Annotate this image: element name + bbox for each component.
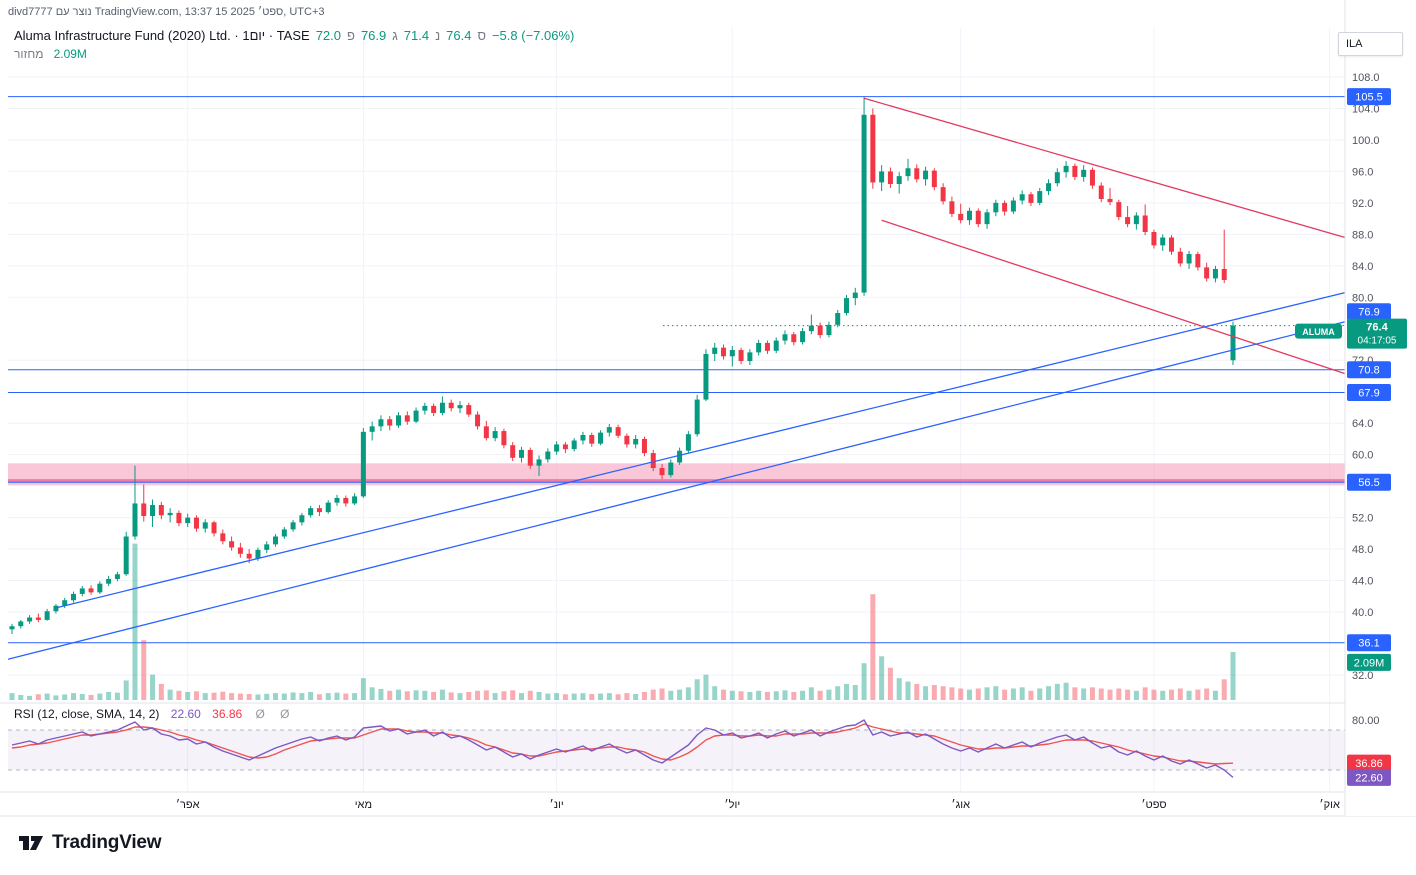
tradingview-logo-icon (19, 836, 43, 850)
volume-label: מחזור (14, 47, 44, 61)
zones-layer (8, 96, 1345, 644)
rsi-value-red: 36.86 (212, 707, 243, 721)
svg-text:80.0: 80.0 (1352, 292, 1373, 304)
candles-layer (9, 96, 1236, 635)
rsi-marker-icons[interactable]: Ø Ø (255, 707, 296, 721)
tradingview-logo[interactable]: TradingView (18, 832, 162, 854)
svg-text:80.00: 80.00 (1352, 715, 1380, 727)
svg-text:60.0: 60.0 (1352, 450, 1373, 462)
svg-text:יונ׳: יונ׳ (550, 798, 564, 811)
time-axis[interactable]: אפר׳ מאי יונ׳ יול׳ אוג׳ ספט׳ אוק׳ (176, 798, 1340, 811)
svg-text:104.0: 104.0 (1352, 103, 1380, 115)
svg-text:108.0: 108.0 (1352, 72, 1380, 84)
price-change: −5.8 (−7.06%) (491, 28, 575, 43)
rsi-indicator-legend[interactable]: RSI (12, close, SMA, 14, 2) 22.60 36.86 … (14, 707, 296, 721)
svg-text:56.5: 56.5 (1358, 477, 1379, 489)
svg-text:88.0: 88.0 (1352, 229, 1373, 241)
svg-text:84.0: 84.0 (1352, 261, 1373, 273)
trendline-channel-top[interactable] (863, 97, 1346, 239)
svg-text:אוג׳: אוג׳ (951, 798, 970, 811)
svg-text:105.5: 105.5 (1355, 92, 1383, 104)
ohlc-close: ס76.4 (446, 28, 486, 43)
svg-text:76.4: 76.4 (1366, 322, 1388, 334)
grid-layer (0, 28, 1416, 817)
ohlc-open: פ72.0 (315, 28, 355, 43)
svg-text:67.9: 67.9 (1358, 388, 1379, 400)
symbol-title[interactable]: Aluma Infrastructure Fund (2020) Ltd. · … (14, 28, 310, 43)
chart-legend: Aluma Infrastructure Fund (2020) Ltd. · … (14, 28, 574, 61)
svg-text:48.0: 48.0 (1352, 544, 1373, 556)
rsi-name: RSI (14, 707, 35, 721)
rsi-value-purple: 22.60 (170, 707, 201, 721)
symbol-search-box[interactable]: ILA (1338, 32, 1403, 56)
svg-text:אפר׳: אפר׳ (176, 798, 200, 811)
svg-text:36.1: 36.1 (1358, 638, 1379, 650)
svg-text:32.0: 32.0 (1352, 670, 1373, 682)
svg-text:52.0: 52.0 (1352, 513, 1373, 525)
trendline-support-long[interactable] (7, 321, 1346, 660)
tradingview-logo-text: TradingView (52, 832, 162, 853)
svg-text:36.86: 36.86 (1355, 758, 1383, 770)
svg-text:04:17:05: 04:17:05 (1358, 336, 1397, 347)
ohlc-low: נ71.4 (403, 28, 441, 43)
drawings-layer[interactable] (7, 97, 1346, 660)
svg-text:מאי: מאי (355, 799, 372, 811)
trendline-support-upper[interactable] (54, 291, 1346, 609)
svg-text:2.09M: 2.09M (1354, 657, 1385, 669)
trendline-channel-bottom[interactable] (881, 219, 1346, 375)
volume-value: 2.09M (53, 47, 87, 61)
svg-text:100.0: 100.0 (1352, 135, 1380, 147)
creator-watermark: divd7777 נוצר עם TradingView.com, 13:37 … (8, 6, 325, 18)
svg-text:76.9: 76.9 (1358, 307, 1379, 319)
svg-text:64.0: 64.0 (1352, 418, 1373, 430)
svg-text:44.0: 44.0 (1352, 576, 1373, 588)
svg-text:אוק׳: אוק׳ (1319, 798, 1340, 811)
ohlc-high: ג76.9 (360, 28, 398, 43)
svg-text:22.60: 22.60 (1355, 772, 1383, 784)
volume-layer (9, 543, 1236, 700)
svg-text:ALUMA: ALUMA (1302, 327, 1335, 337)
svg-text:40.0: 40.0 (1352, 607, 1373, 619)
rsi-pane (8, 719, 1345, 778)
svg-text:96.0: 96.0 (1352, 166, 1373, 178)
price-axis[interactable]: 108.0104.0100.096.092.088.084.080.072.06… (1295, 0, 1416, 816)
svg-text:70.8: 70.8 (1358, 365, 1379, 377)
svg-text:יול׳: יול׳ (724, 798, 740, 811)
last-price-symbol-pill (1295, 323, 1342, 339)
svg-text:92.0: 92.0 (1352, 198, 1373, 210)
svg-text:ספט׳: ספט׳ (1141, 798, 1166, 811)
